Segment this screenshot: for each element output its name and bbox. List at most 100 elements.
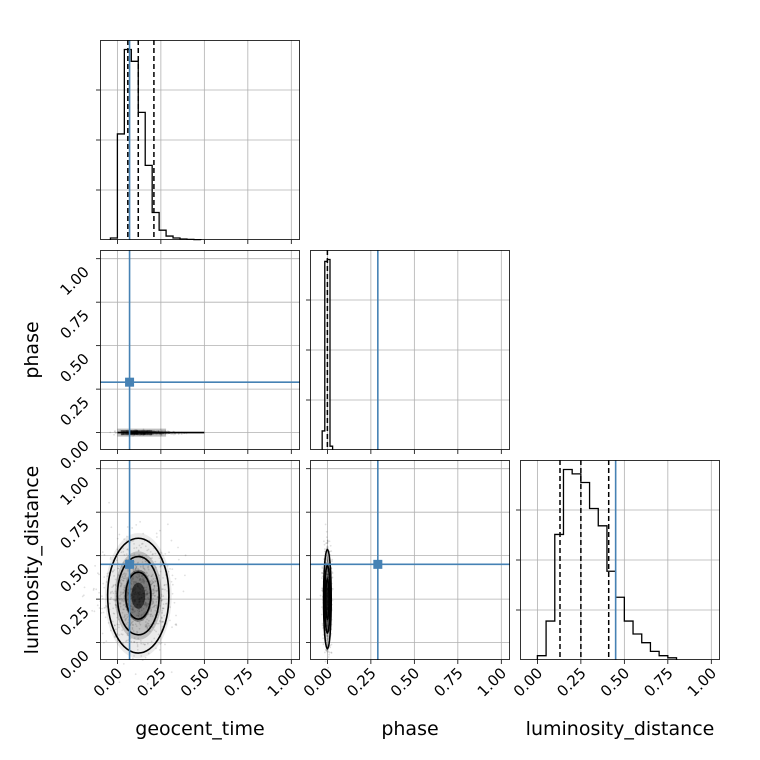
sample-point — [144, 603, 147, 606]
sample-point — [133, 641, 136, 643]
joint-panel-geocent_time-luminosity_distance: 0.00 0.25 0.50 0.75 1.000.000.250.500.751.00 — [56, 460, 300, 700]
sample-point — [152, 601, 155, 604]
sample-point — [162, 588, 164, 591]
sample-point — [137, 549, 140, 552]
sample-point — [143, 580, 146, 582]
sample-point — [132, 539, 135, 542]
y-tick-label: 0.25 — [56, 603, 92, 639]
sample-point — [122, 592, 124, 595]
sample-point — [320, 613, 323, 616]
sample-point — [161, 599, 164, 601]
sample-point — [161, 621, 163, 623]
sample-point — [101, 607, 103, 610]
sample-point — [114, 432, 117, 434]
sample-point — [146, 575, 149, 578]
sample-point — [123, 594, 126, 597]
sample-point — [326, 627, 329, 630]
sample-point — [321, 575, 324, 578]
sample-point — [326, 545, 329, 548]
sample-point — [164, 433, 167, 435]
sample-point — [125, 640, 127, 643]
sample-point — [138, 613, 141, 616]
sample-point — [130, 622, 133, 625]
panel-border — [100, 40, 300, 240]
sample-point — [158, 557, 161, 560]
sample-point — [159, 570, 162, 573]
sample-point — [109, 558, 112, 560]
sample-point — [147, 619, 150, 622]
y-axis-label-phase: phase — [21, 321, 43, 378]
sample-point — [100, 611, 103, 614]
sample-point — [133, 553, 136, 556]
sample-point — [171, 592, 174, 595]
sample-point — [125, 578, 128, 581]
sample-point — [142, 566, 144, 568]
sample-point — [126, 613, 128, 616]
sample-point — [160, 564, 162, 567]
sample-point — [326, 542, 329, 544]
sample-point — [123, 595, 126, 598]
sample-point — [153, 589, 156, 592]
sample-point — [166, 590, 169, 592]
sample-point — [146, 549, 149, 552]
sample-point — [101, 597, 104, 600]
sample-point — [146, 592, 149, 595]
sample-point — [130, 640, 133, 643]
sample-point — [122, 608, 125, 611]
sample-point — [162, 603, 165, 606]
sample-point — [330, 643, 333, 646]
sample-point — [161, 620, 164, 623]
sample-point — [154, 594, 156, 597]
sample-point — [141, 578, 143, 581]
sample-point — [157, 633, 160, 636]
sample-point — [137, 614, 140, 617]
sample-point — [326, 556, 329, 559]
sample-point — [137, 569, 140, 572]
sample-point — [118, 623, 120, 626]
sample-point — [159, 432, 161, 435]
sample-point — [161, 588, 164, 591]
sample-point — [155, 589, 158, 592]
sample-point — [160, 552, 163, 554]
sample-point — [151, 599, 154, 601]
sample-point — [132, 620, 134, 623]
sample-point — [153, 580, 156, 582]
sample-point — [148, 624, 150, 627]
sample-point — [109, 598, 112, 601]
sample-point — [120, 582, 123, 585]
sample-point — [156, 597, 159, 599]
sample-point — [326, 573, 329, 576]
sample-point — [132, 624, 135, 627]
sample-point — [326, 621, 329, 624]
sample-point — [122, 597, 125, 600]
sample-point — [153, 591, 156, 593]
sample-point — [139, 623, 142, 626]
sample-point — [109, 629, 112, 632]
sample-point — [133, 547, 136, 550]
sample-point — [159, 605, 161, 607]
sample-point — [326, 624, 329, 627]
x-tick-label: 1.00 — [684, 664, 720, 700]
sample-point — [143, 580, 146, 583]
sample-point — [130, 588, 133, 591]
sample-point — [141, 561, 144, 564]
sample-point — [132, 569, 135, 571]
sample-point — [132, 575, 134, 578]
sample-point — [153, 604, 156, 607]
sample-point — [142, 579, 145, 581]
sample-point — [121, 629, 124, 632]
sample-point — [139, 640, 142, 642]
sample-point — [125, 617, 128, 620]
sample-point — [160, 593, 163, 596]
sample-point — [132, 605, 134, 608]
sample-point — [143, 567, 146, 570]
sample-point — [150, 583, 153, 586]
sample-point — [93, 610, 96, 613]
sample-point — [135, 575, 138, 578]
joint-panel-geocent_time-phase: 0.00 0.25 0.50 0.75 1.00 — [56, 250, 300, 473]
sample-point — [331, 560, 333, 563]
sample-point — [158, 619, 161, 622]
sample-point — [151, 582, 154, 585]
sample-point — [321, 622, 324, 625]
sample-point — [133, 570, 136, 573]
